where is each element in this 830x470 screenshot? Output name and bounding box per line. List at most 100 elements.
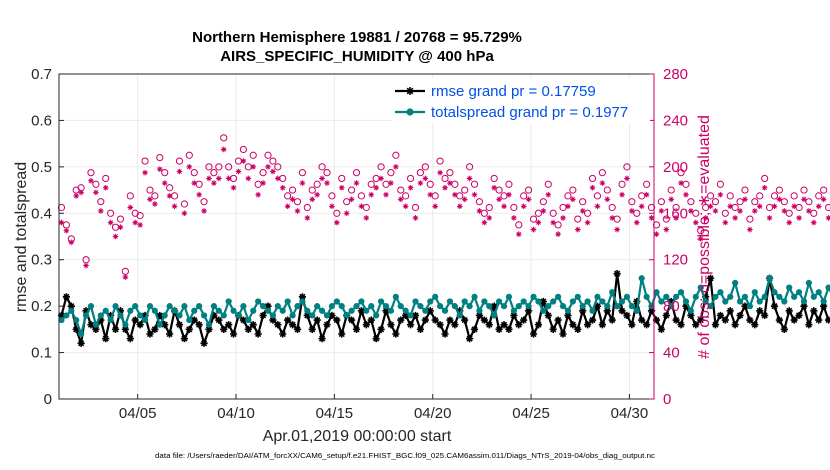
data-point bbox=[781, 298, 788, 305]
data-point bbox=[594, 203, 601, 210]
y2-tick-label: 280 bbox=[663, 66, 688, 83]
data-point bbox=[811, 219, 817, 226]
data-point bbox=[604, 303, 611, 310]
data-point bbox=[195, 321, 203, 329]
data-point bbox=[387, 307, 395, 314]
data-point bbox=[776, 196, 783, 203]
data-point bbox=[83, 262, 89, 269]
data-point bbox=[314, 303, 321, 310]
data-point bbox=[397, 186, 405, 194]
data-point bbox=[752, 208, 758, 214]
data-point bbox=[352, 169, 361, 177]
data-point bbox=[486, 303, 493, 310]
data-point bbox=[683, 191, 689, 198]
data-point bbox=[411, 203, 420, 212]
data-point bbox=[555, 293, 562, 300]
data-point bbox=[92, 325, 100, 333]
data-point bbox=[638, 275, 645, 282]
data-point bbox=[554, 316, 562, 324]
data-point bbox=[274, 303, 281, 310]
data-point bbox=[491, 184, 497, 191]
data-point bbox=[274, 163, 282, 171]
data-point bbox=[815, 289, 822, 296]
data-point bbox=[363, 307, 370, 314]
data-point bbox=[313, 316, 321, 324]
data-point bbox=[570, 196, 576, 203]
data-point bbox=[116, 215, 125, 223]
data-point bbox=[550, 219, 556, 226]
data-point bbox=[363, 215, 370, 221]
data-point bbox=[358, 298, 365, 305]
data-point bbox=[87, 321, 95, 329]
data-point bbox=[397, 303, 404, 310]
data-point bbox=[446, 169, 454, 177]
data-point bbox=[534, 321, 543, 329]
data-point bbox=[549, 209, 557, 217]
data-point bbox=[677, 169, 685, 177]
data-point bbox=[770, 192, 779, 200]
data-point bbox=[820, 298, 827, 305]
data-point bbox=[107, 219, 114, 226]
data-point bbox=[712, 293, 719, 300]
data-point bbox=[657, 198, 665, 206]
data-point bbox=[166, 184, 174, 192]
data-point bbox=[550, 298, 557, 305]
data-point bbox=[815, 203, 822, 210]
data-point bbox=[392, 293, 399, 300]
data-point bbox=[200, 339, 208, 347]
series-obs-evaluated bbox=[58, 146, 830, 280]
data-point bbox=[624, 175, 630, 182]
data-point bbox=[107, 311, 115, 320]
data-point bbox=[545, 191, 552, 198]
data-point bbox=[225, 298, 232, 305]
data-point bbox=[529, 330, 538, 338]
data-point bbox=[304, 215, 311, 221]
data-point bbox=[406, 174, 415, 183]
data-point bbox=[304, 307, 311, 314]
data-point bbox=[500, 321, 508, 329]
data-point bbox=[367, 316, 375, 324]
data-point bbox=[535, 219, 542, 226]
data-point bbox=[800, 186, 808, 194]
data-point bbox=[324, 180, 330, 186]
legend-swatch-marker bbox=[406, 108, 414, 116]
data-point bbox=[92, 180, 100, 188]
data-point bbox=[279, 307, 286, 314]
data-point bbox=[239, 145, 248, 154]
data-point bbox=[112, 303, 119, 310]
x-tick-label: 04/30 bbox=[611, 405, 649, 422]
data-point bbox=[475, 311, 484, 320]
legend-item-totalspread: totalspread grand pr = 0.1977 bbox=[395, 104, 628, 121]
data-point bbox=[161, 321, 169, 329]
legend: rmse grand pr = 0.17759 totalspread grand… bbox=[392, 79, 650, 123]
data-point bbox=[73, 193, 80, 199]
data-point bbox=[255, 298, 262, 305]
data-point bbox=[692, 293, 699, 300]
data-point bbox=[593, 192, 602, 200]
data-point bbox=[687, 198, 695, 206]
y2-tick-label: 0 bbox=[663, 391, 671, 408]
data-point bbox=[530, 293, 537, 300]
data-point bbox=[667, 186, 675, 194]
data-point bbox=[176, 168, 183, 175]
data-point bbox=[589, 307, 596, 314]
data-point bbox=[598, 321, 606, 329]
data-point bbox=[141, 157, 149, 165]
data-point bbox=[191, 180, 198, 186]
data-point bbox=[544, 180, 552, 188]
data-point bbox=[481, 219, 488, 226]
data-point bbox=[716, 311, 724, 320]
data-point bbox=[672, 316, 680, 324]
data-point bbox=[465, 163, 474, 171]
data-point bbox=[102, 307, 109, 314]
data-point bbox=[481, 298, 488, 305]
data-point bbox=[343, 312, 350, 319]
data-point bbox=[328, 303, 336, 310]
x-axis-label: Apr.01,2019 00:00:00 start bbox=[263, 428, 452, 445]
data-point bbox=[62, 293, 70, 301]
data-point bbox=[564, 311, 572, 320]
data-point bbox=[697, 227, 705, 235]
data-point bbox=[638, 203, 645, 210]
data-point bbox=[308, 325, 316, 333]
data-point bbox=[682, 298, 690, 305]
